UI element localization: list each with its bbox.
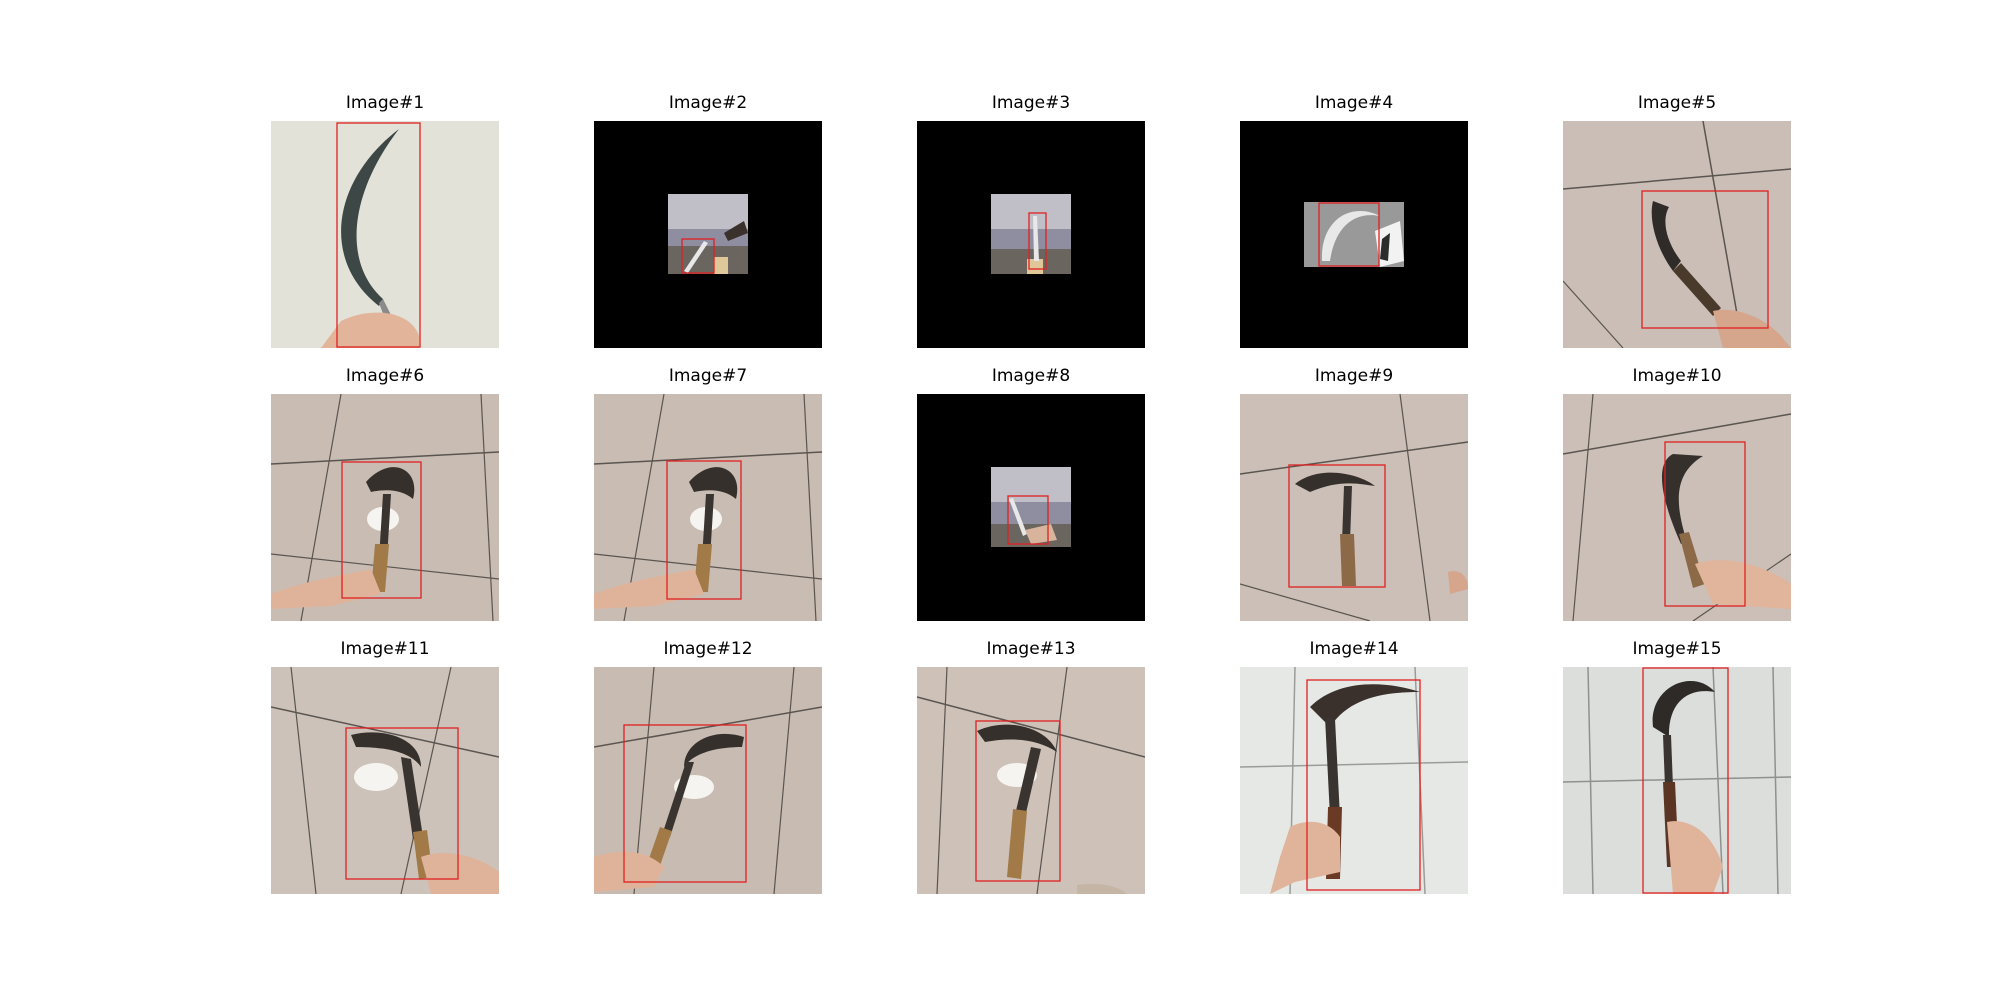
bounding-box [1028, 212, 1047, 270]
sickle-photo [1563, 121, 1791, 348]
bounding-box [341, 461, 422, 599]
panel-image [917, 121, 1145, 348]
sickle-photo [917, 667, 1145, 894]
panel-title: Image#15 [1632, 639, 1722, 659]
sickle-photo [1563, 394, 1791, 621]
panel-image [594, 121, 822, 348]
sickle-photo [594, 394, 822, 621]
bounding-box [1306, 679, 1421, 891]
bounding-box [681, 238, 715, 274]
bounding-box [666, 460, 742, 600]
panel-title: Image#7 [668, 366, 748, 386]
panel-title: Image#4 [1314, 93, 1394, 113]
bounding-box [345, 727, 459, 880]
bounding-box [1642, 667, 1729, 894]
panel-title: Image#12 [663, 639, 753, 659]
bounding-box [1664, 441, 1746, 607]
panel-title: Image#9 [1314, 366, 1394, 386]
bounding-box [975, 720, 1061, 882]
bounding-box [623, 724, 747, 883]
panel-title: Image#10 [1632, 366, 1722, 386]
panel-title: Image#13 [986, 639, 1076, 659]
panel-image [1240, 394, 1468, 621]
bounding-box [336, 122, 421, 348]
sickle-photo [917, 394, 1145, 621]
sickle-photo [1240, 394, 1468, 621]
bounding-box [1641, 190, 1769, 329]
sickle-photo [271, 667, 499, 894]
panel-title: Image#6 [345, 366, 425, 386]
panel-image [594, 667, 822, 894]
panel-image [1240, 121, 1468, 348]
sickle-photo [594, 121, 822, 348]
panel-title: Image#5 [1637, 93, 1717, 113]
sickle-photo [594, 667, 822, 894]
panel-image [271, 394, 499, 621]
panel-image [271, 121, 499, 348]
sickle-photo [1240, 667, 1468, 894]
bounding-box [1007, 495, 1049, 545]
bounding-box [1288, 464, 1386, 588]
panel-image [271, 667, 499, 894]
sickle-photo [271, 121, 499, 348]
sickle-photo [1563, 667, 1791, 894]
panel-image [917, 394, 1145, 621]
panel-image [917, 667, 1145, 894]
panel-title: Image#14 [1309, 639, 1399, 659]
panel-title: Image#2 [668, 93, 748, 113]
panel-image [1240, 667, 1468, 894]
panel-image [1563, 394, 1791, 621]
panel-title: Image#1 [345, 93, 425, 113]
sickle-photo [917, 121, 1145, 348]
panel-image [1563, 667, 1791, 894]
sickle-photo [1240, 121, 1468, 348]
panel-title: Image#3 [991, 93, 1071, 113]
panel-title: Image#11 [340, 639, 430, 659]
panel-image [1563, 121, 1791, 348]
panel-title: Image#8 [991, 366, 1071, 386]
bounding-box [1318, 202, 1380, 267]
panel-image [594, 394, 822, 621]
sickle-photo [271, 394, 499, 621]
